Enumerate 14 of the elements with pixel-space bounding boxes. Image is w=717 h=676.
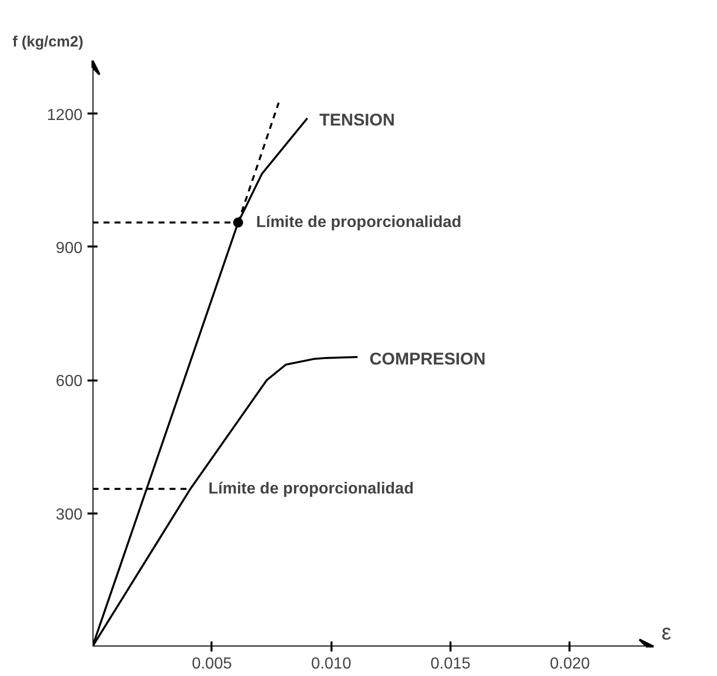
series-label: COMPRESION <box>369 350 486 369</box>
x-axis-title: ε <box>661 620 672 644</box>
ref-line-label: Límite de proporcionalidad <box>208 480 414 498</box>
y-tick-label: 900 <box>56 240 83 257</box>
y-axis-title: f (kg/cm2) <box>12 34 84 50</box>
y-tick-label: 300 <box>56 506 83 524</box>
ref-line-label: Límite de proporcionalidad <box>256 214 462 232</box>
y-tick-label: 600 <box>56 373 83 390</box>
y-tick-label: 1200 <box>46 106 83 124</box>
x-tick-label: 0.010 <box>311 656 352 672</box>
series-label: TENSION <box>319 110 395 130</box>
x-tick-label: 0.020 <box>550 656 590 672</box>
x-tick-label: 0.005 <box>192 656 232 672</box>
x-tick-label: 0.015 <box>430 656 471 672</box>
